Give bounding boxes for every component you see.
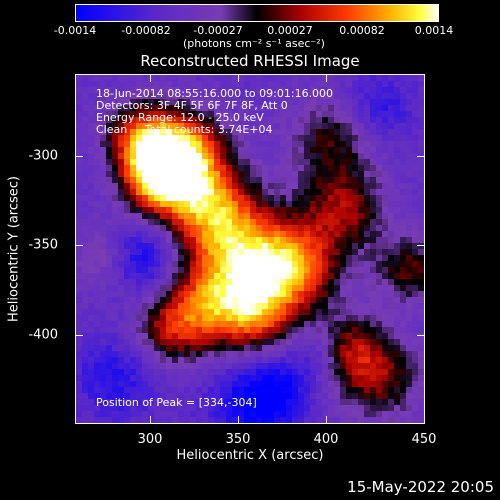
timestamp-footer: 15-May-2022 20:05 bbox=[347, 478, 494, 496]
energy-range-text: Energy Range: 12.0 - 25.0 keV bbox=[96, 111, 264, 124]
detectors-text: Detectors: 3F 4F 5F 6F 7F 8F, Att 0 bbox=[96, 99, 288, 112]
x-tick-mark bbox=[238, 74, 239, 82]
colorbar-tick: -0.0014 bbox=[53, 24, 97, 37]
y-tick-mark bbox=[75, 156, 83, 157]
x-tick-mark bbox=[326, 416, 327, 424]
x-axis-label: Heliocentric X (arcsec) bbox=[176, 448, 324, 463]
x-tick-label: 450 bbox=[411, 432, 437, 447]
observation-time: 18-Jun-2014 08:55:16.000 to 09:01:16.000 bbox=[96, 87, 334, 100]
colorbar-tick: 0.00082 bbox=[339, 24, 385, 37]
y-tick-mark bbox=[75, 335, 83, 336]
y-tick-label: -350 bbox=[28, 237, 58, 253]
y-axis-label: Heliocentric Y (arcsec) bbox=[6, 176, 22, 322]
x-tick-label: 350 bbox=[225, 432, 251, 447]
colorbar-tick: -0.00082 bbox=[121, 24, 171, 37]
y-tick-mark bbox=[75, 245, 83, 246]
y-tick-label: -400 bbox=[28, 327, 58, 343]
x-tick-mark bbox=[150, 74, 151, 82]
y-tick-mark bbox=[417, 335, 425, 336]
y-tick-mark bbox=[417, 156, 425, 157]
x-tick-label: 300 bbox=[137, 432, 163, 447]
colorbar-tick: 0.00027 bbox=[267, 24, 313, 37]
colorbar-tick: -0.00027 bbox=[193, 24, 243, 37]
rhessi-image bbox=[76, 75, 424, 423]
rhessi-image-frame: 18-Jun-2014 08:55:16.000 to 09:01:16.000… bbox=[75, 74, 425, 424]
x-tick-mark bbox=[150, 416, 151, 424]
x-tick-mark bbox=[326, 74, 327, 82]
x-tick-label: 400 bbox=[313, 432, 339, 447]
y-tick-label: -300 bbox=[28, 148, 58, 164]
y-tick-mark bbox=[417, 245, 425, 246]
peak-position-text: Position of Peak = [334,-304] bbox=[96, 396, 257, 409]
x-tick-mark bbox=[238, 416, 239, 424]
colorbar bbox=[75, 4, 439, 22]
method-text: Clean Total counts: 3.74E+04 bbox=[96, 123, 273, 136]
colorbar-units: (photons cm⁻² s⁻¹ asec⁻²) bbox=[183, 37, 325, 50]
colorbar-tick: 0.0014 bbox=[414, 24, 454, 37]
plot-title: Reconstructed RHESSI Image bbox=[140, 52, 360, 70]
